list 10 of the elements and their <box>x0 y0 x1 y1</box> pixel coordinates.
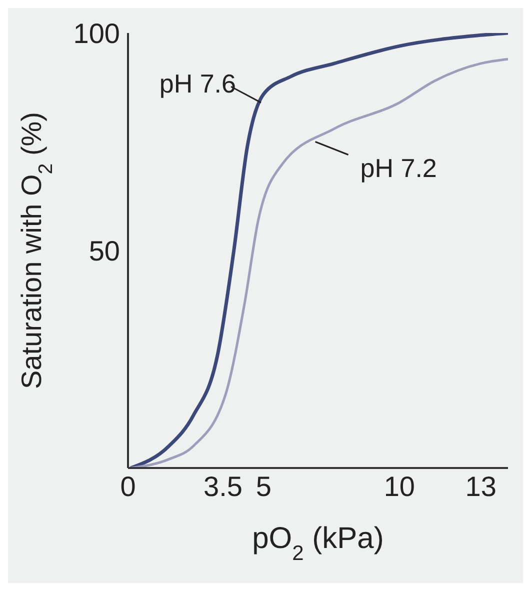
annotation: pH 7.2 <box>360 152 437 183</box>
x-axis-title: pO$_{2}$ (kPa) <box>252 522 384 564</box>
annotation: pH 7.6 <box>159 68 236 99</box>
x-tick-label: 5 <box>256 470 272 502</box>
x-tick-label: 10 <box>384 470 416 502</box>
y-tick-label: 50 <box>88 235 120 266</box>
y-tick-label: 100 <box>73 18 120 49</box>
x-tick-label: 3.5 <box>204 470 242 502</box>
x-tick-label: 0 <box>120 470 136 502</box>
x-tick-label: 13 <box>465 470 496 502</box>
